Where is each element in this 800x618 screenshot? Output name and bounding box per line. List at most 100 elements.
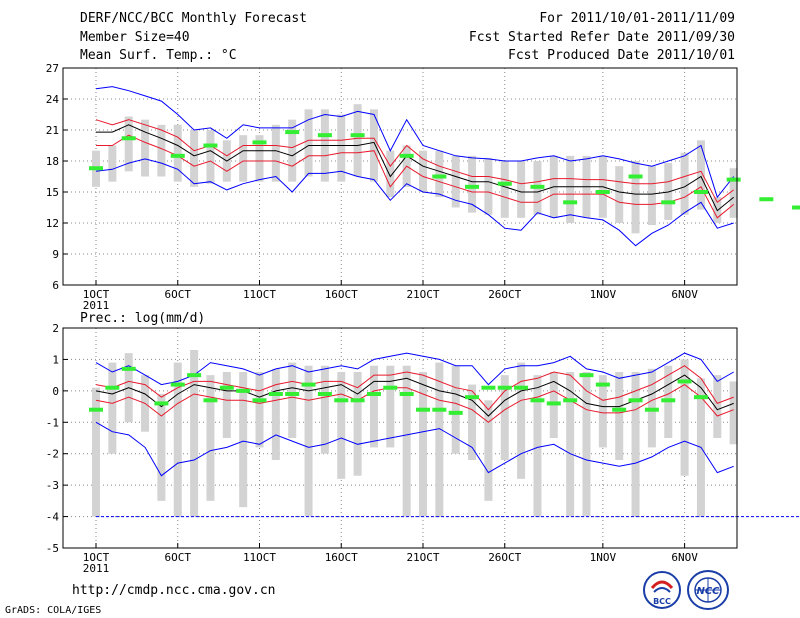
prec-xtick-label: 16OCT: [325, 551, 358, 564]
temp-xtick-label: 6NOV: [671, 288, 698, 301]
temp-box: [729, 168, 738, 218]
temp-series-max: [95, 86, 735, 199]
source-url[interactable]: http://cmdp.ncc.cma.gov.cn: [72, 583, 276, 598]
temp-observed-marker: [432, 174, 447, 179]
ncc-logo: NCC: [686, 569, 730, 611]
prec-observed-marker: [579, 373, 594, 378]
prec-box: [369, 365, 378, 448]
temp-series-lower: [96, 134, 735, 219]
prec-box: [680, 359, 689, 476]
prec-box: [255, 372, 264, 448]
prec-observed-marker: [644, 407, 659, 412]
prec-observed-marker: [89, 407, 103, 412]
temp-box: [369, 109, 378, 182]
temp-observed-marker: [530, 184, 545, 189]
prec-observed-marker: [563, 398, 578, 403]
chart-title: DERF/NCC/BCC Monthly Forecast: [80, 11, 307, 26]
prec-observed-marker: [514, 385, 529, 390]
temp-observed-marker: [399, 153, 414, 158]
forecast-period: For 2011/10/01-2011/11/09: [539, 11, 735, 26]
prec-box: [598, 375, 607, 448]
prec-observed-marker: [219, 385, 234, 390]
temp-observed-marker: [563, 200, 578, 205]
prec-observed-marker: [121, 366, 136, 371]
prec-observed-marker: [546, 401, 561, 406]
prec-box: [631, 372, 640, 517]
temp-observed-marker: [759, 197, 774, 202]
prec-series-max: [95, 352, 734, 386]
prec-observed-marker: [595, 382, 610, 387]
fcst-started-date: Fcst Started Refer Date 2011/09/30: [468, 30, 735, 45]
temp-observed-marker: [497, 181, 512, 186]
temp-observed-marker: [726, 177, 741, 182]
prec-box: [304, 365, 313, 517]
prec-box: [533, 375, 542, 517]
prec-box: [484, 400, 493, 501]
prec-ytick-label: 0: [52, 385, 59, 398]
prec-box: [386, 365, 395, 448]
temp-observed-marker: [89, 166, 103, 171]
prec-observed-marker: [628, 398, 643, 403]
temp-ytick-label: 6: [52, 279, 59, 292]
temp-observed-marker: [252, 140, 267, 145]
temp-box: [124, 116, 133, 172]
temp-ytick-label: 24: [46, 93, 60, 106]
prec-observed-marker: [268, 392, 283, 396]
prec-box: [108, 362, 117, 454]
prec-observed-marker: [677, 379, 692, 384]
prec-year-label: 2011: [83, 562, 110, 575]
prec-xtick-label: 11OCT: [243, 551, 276, 564]
prec-box: [451, 365, 460, 454]
prec-xtick-label: 6OCT: [165, 551, 192, 564]
prec-ytick-label: -2: [46, 448, 59, 461]
prec-box: [288, 362, 297, 438]
prec-xtick-label: 1OCT: [83, 551, 110, 564]
temp-box: [141, 119, 150, 177]
temp-box: [157, 124, 166, 177]
prec-observed-marker: [383, 385, 398, 390]
prec-ytick-label: 1: [52, 353, 59, 366]
prec-xtick-label: 6NOV: [671, 551, 698, 564]
variable-label: Mean Surf. Temp.: °C: [80, 48, 237, 63]
temp-observed-marker: [317, 133, 332, 138]
temp-series-min: [95, 158, 734, 247]
prec-box: [402, 365, 411, 517]
temp-observed-marker: [203, 143, 218, 148]
temp-ytick-label: 9: [52, 248, 59, 261]
temp-box: [517, 161, 526, 218]
prec-box: [435, 362, 444, 517]
bcc-logo: BCC: [642, 570, 682, 610]
prec-observed-marker: [481, 385, 496, 390]
temp-observed-marker: [285, 130, 300, 135]
prec-box: [206, 375, 215, 501]
prec-observed-marker: [334, 398, 349, 403]
temp-box: [500, 161, 509, 218]
prec-box: [500, 375, 509, 460]
temp-box: [190, 130, 199, 187]
temp-xtick-label: 1OCT: [83, 288, 110, 301]
temp-year-label: 2011: [83, 299, 110, 312]
temp-box: [419, 150, 427, 192]
prec-xtick-label: 1NOV: [590, 551, 617, 564]
temp-xtick-label: 6OCT: [165, 288, 192, 301]
temp-xtick-label: 16OCT: [325, 288, 358, 301]
temp-observed-marker: [350, 133, 365, 138]
prec-observed-marker: [285, 392, 300, 396]
prec-ytick-label: -4: [46, 511, 60, 524]
prec-box: [157, 394, 166, 501]
temp-box: [484, 157, 493, 215]
temp-box: [451, 155, 460, 208]
prec-observed-marker: [693, 395, 708, 400]
prec-observed-marker: [661, 398, 676, 403]
temp-observed-marker: [628, 174, 643, 179]
prec-observed-marker: [154, 401, 169, 406]
prec-xtick-label: 26OCT: [488, 551, 521, 564]
prec-observed-marker: [448, 410, 463, 415]
temp-panel: [62, 67, 800, 286]
temp-ytick-label: 18: [46, 155, 59, 168]
prec-observed-marker: [252, 398, 267, 403]
temp-ytick-label: 21: [46, 124, 59, 137]
prec-box: [173, 362, 182, 517]
prec-frame: [62, 327, 738, 549]
